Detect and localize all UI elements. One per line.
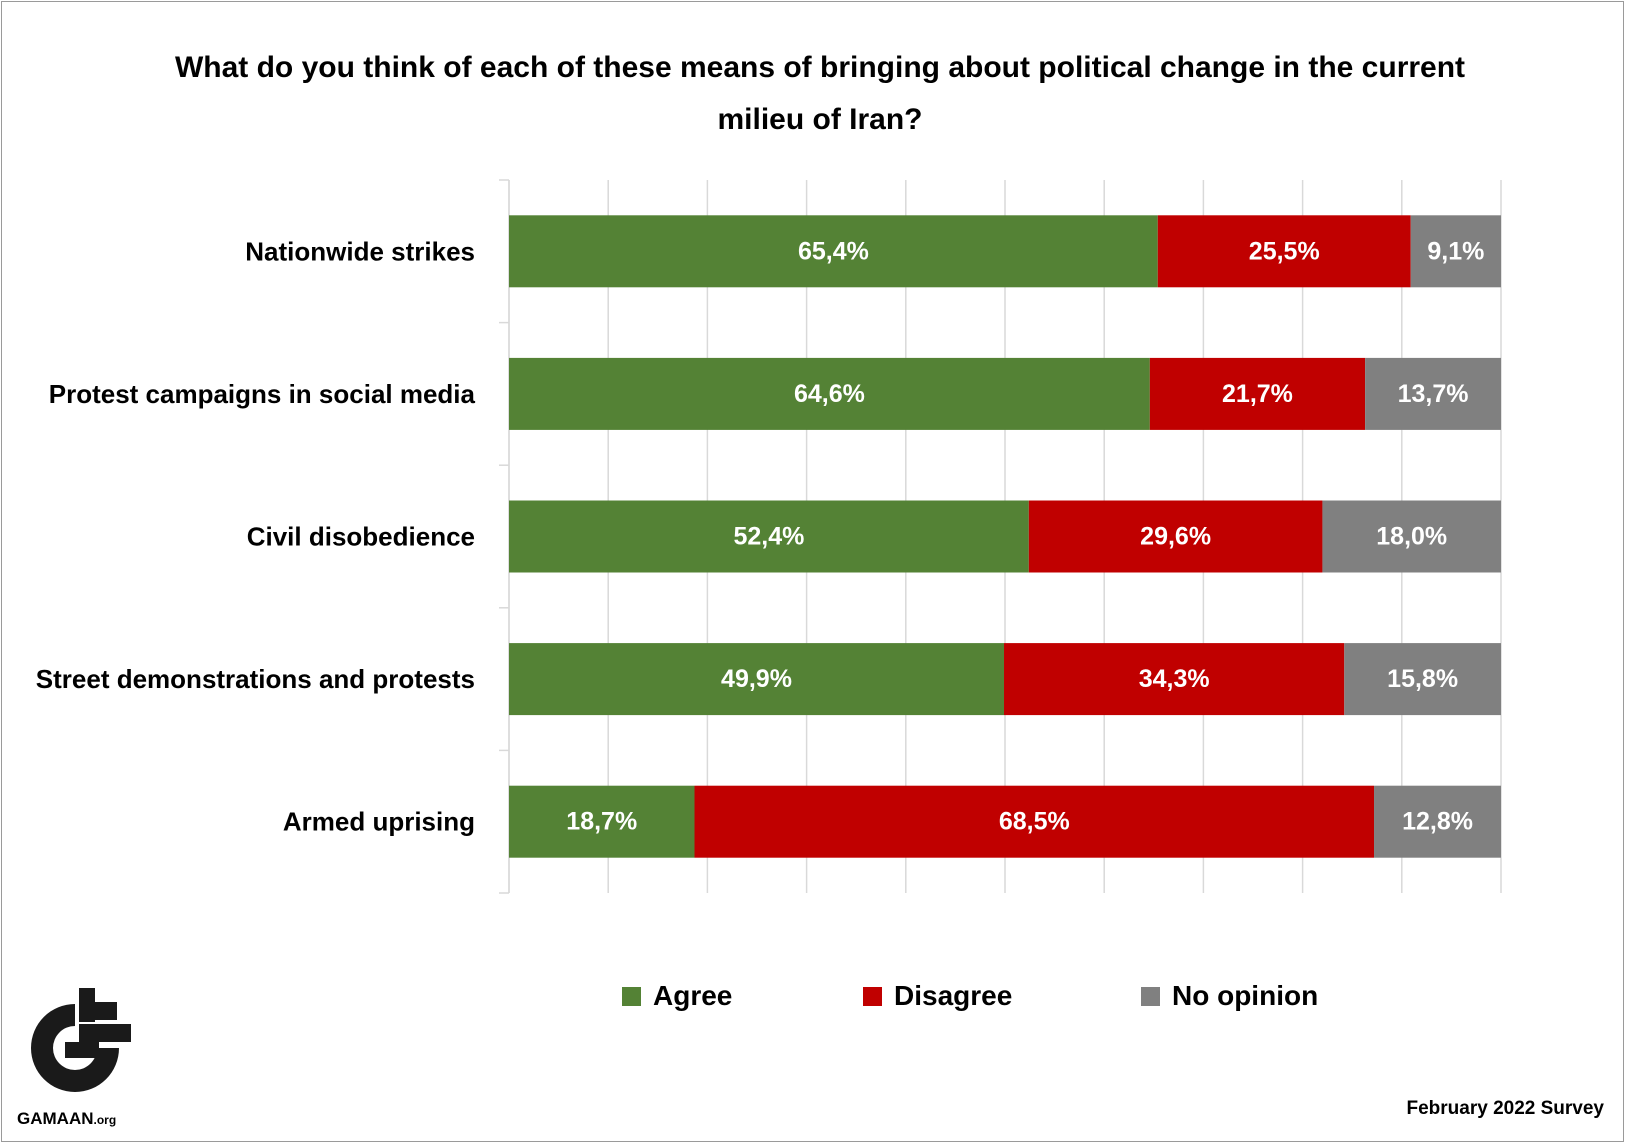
bar-segment bbox=[1322, 500, 1501, 573]
data-label: 68,5% bbox=[999, 808, 1070, 836]
survey-footnote: February 2022 Survey bbox=[1406, 1098, 1604, 1119]
label-layer: Nationwide strikes 65,4% 25,5% 9,1% Protest … bbox=[36, 236, 1485, 836]
data-label: 52,4% bbox=[733, 523, 804, 551]
bar-segment bbox=[1365, 357, 1501, 430]
bar-segment bbox=[509, 643, 1005, 716]
bar-segment bbox=[1028, 500, 1323, 573]
category-label: Armed uprising bbox=[283, 807, 475, 837]
data-label: 34,3% bbox=[1139, 665, 1210, 693]
data-label: 25,5% bbox=[1249, 237, 1320, 265]
category-label: Street demonstrations and protests bbox=[36, 664, 475, 694]
gamaan-logo-icon bbox=[31, 988, 131, 1092]
legend-swatch bbox=[622, 986, 641, 1006]
bar-layer bbox=[509, 215, 1501, 858]
legend-label: No opinion bbox=[1172, 980, 1319, 1011]
data-label: 64,6% bbox=[794, 380, 865, 408]
data-label: 29,6% bbox=[1140, 523, 1211, 551]
category-label: Civil disobedience bbox=[247, 522, 475, 552]
bar-segment bbox=[1157, 215, 1411, 288]
bar-segment bbox=[509, 785, 695, 858]
bar-segment bbox=[1004, 643, 1345, 716]
data-label: 13,7% bbox=[1398, 380, 1469, 408]
category-label: Nationwide strikes bbox=[245, 236, 475, 266]
data-label: 21,7% bbox=[1222, 380, 1293, 408]
bar-segment bbox=[1410, 215, 1501, 288]
data-label: 15,8% bbox=[1387, 665, 1458, 693]
data-label: 49,9% bbox=[721, 665, 792, 693]
bar-segment bbox=[509, 215, 1158, 288]
bar-segment bbox=[1374, 785, 1501, 858]
data-label: 9,1% bbox=[1427, 237, 1484, 265]
data-label: 18,7% bbox=[566, 808, 637, 836]
chart-title: What do you think of each of these means… bbox=[174, 51, 1466, 136]
legend-item: Disagree bbox=[863, 980, 1012, 1012]
legend: Agree Disagree No opinion bbox=[0, 980, 1627, 1020]
logo-text: GAMAAN.org bbox=[17, 1109, 116, 1129]
legend-swatch bbox=[1141, 986, 1160, 1006]
legend-swatch bbox=[863, 986, 882, 1006]
bar-segment bbox=[1344, 643, 1501, 716]
bar-segment bbox=[694, 785, 1375, 858]
data-label: 12,8% bbox=[1402, 808, 1473, 836]
bar-segment bbox=[509, 357, 1150, 430]
logo-name: GAMAAN bbox=[17, 1109, 94, 1128]
data-label: 65,4% bbox=[798, 237, 869, 265]
legend-item: Agree bbox=[622, 980, 732, 1012]
legend-item: No opinion bbox=[1141, 980, 1318, 1012]
data-label: 18,0% bbox=[1376, 523, 1447, 551]
legend-label: Disagree bbox=[894, 980, 1013, 1011]
legend-label: Agree bbox=[653, 980, 733, 1011]
bar-segment bbox=[1149, 357, 1366, 430]
bar-segment bbox=[509, 500, 1029, 573]
logo-suffix: .org bbox=[93, 1113, 117, 1127]
category-label: Protest campaigns in social media bbox=[49, 379, 476, 409]
